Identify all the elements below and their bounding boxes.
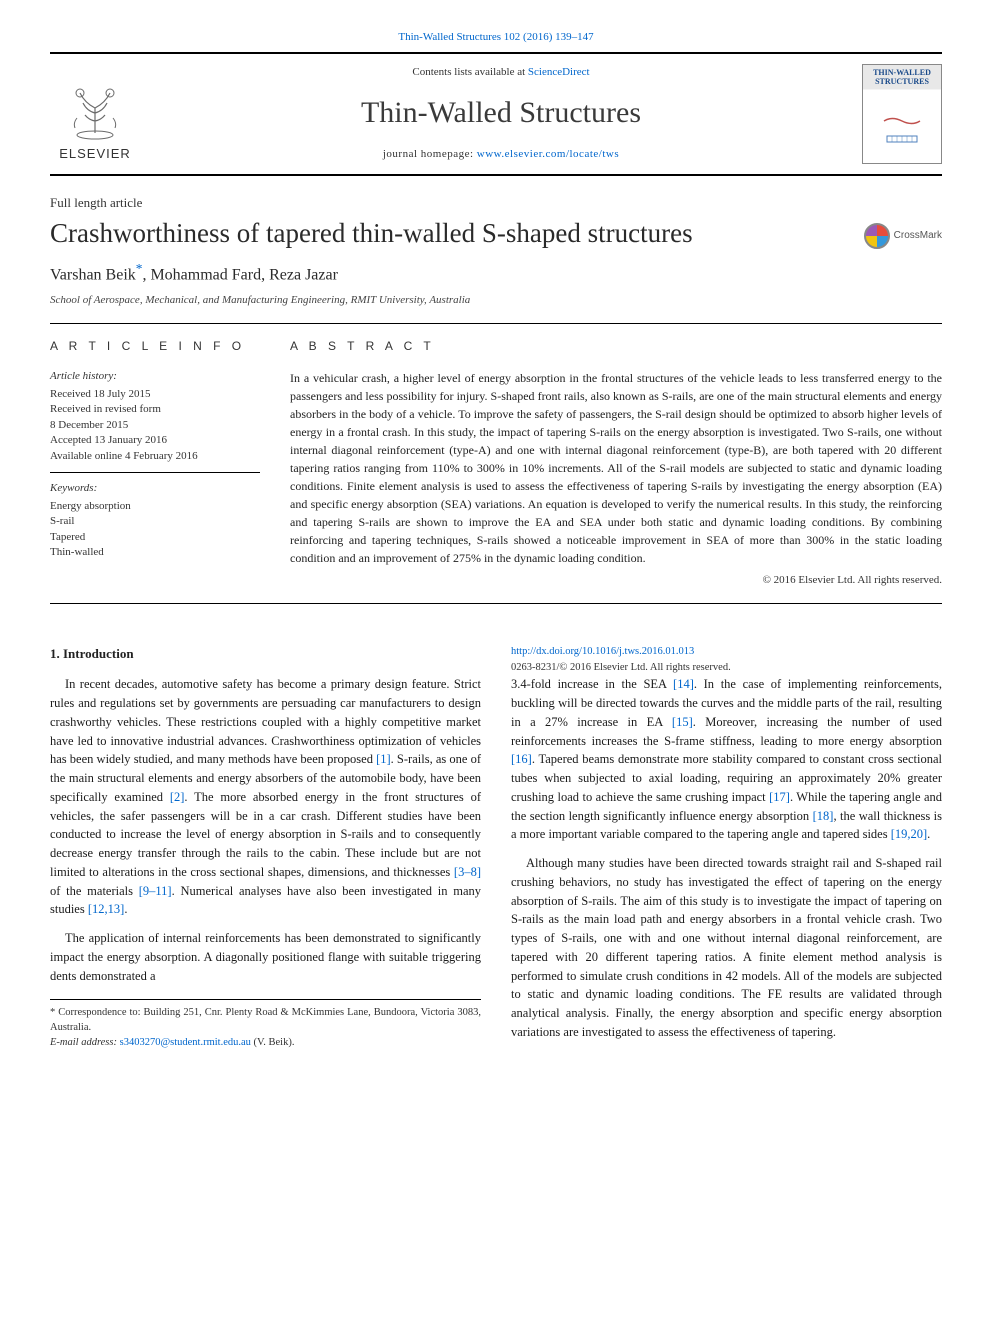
abstract-copyright: © 2016 Elsevier Ltd. All rights reserved…	[290, 573, 942, 589]
author-1: Varshan Beik	[50, 267, 136, 284]
history-received: Received 18 July 2015	[50, 387, 260, 402]
body-paragraph: In recent decades, automotive safety has…	[50, 675, 481, 919]
citation-link[interactable]: [3–8]	[454, 865, 481, 879]
abstract-text: In a vehicular crash, a higher level of …	[290, 369, 942, 567]
citation-link[interactable]: [18]	[813, 809, 834, 823]
body-paragraph: The application of internal reinforcemen…	[50, 929, 481, 985]
elsevier-logo: ELSEVIER	[50, 64, 140, 164]
info-abstract-block: A R T I C L E I N F O Article history: R…	[50, 323, 942, 604]
email-label: E-mail address:	[50, 1037, 120, 1048]
keyword: Thin-walled	[50, 545, 260, 560]
keyword: Tapered	[50, 530, 260, 545]
masthead-center: Contents lists available at ScienceDirec…	[140, 65, 862, 162]
citation-link[interactable]: [15]	[672, 715, 693, 729]
crossmark-badge[interactable]: CrossMark	[864, 223, 942, 249]
article-title: Crashworthiness of tapered thin-walled S…	[50, 217, 693, 249]
crossmark-label: CrossMark	[894, 229, 942, 244]
issn-copyright: 0263-8231/© 2016 Elsevier Ltd. All right…	[511, 660, 942, 676]
authors: Varshan Beik*, Mohammad Fard, Reza Jazar	[50, 259, 942, 287]
cover-graphic-icon	[882, 132, 922, 146]
homepage-prefix: journal homepage:	[383, 148, 477, 160]
journal-title: Thin-Walled Structures	[140, 91, 862, 135]
citation-link[interactable]: [17]	[769, 790, 790, 804]
article-body: 1. Introduction In recent decades, autom…	[50, 644, 942, 1055]
article-info-heading: A R T I C L E I N F O	[50, 338, 260, 355]
correspondence-note: * Correspondence to: Building 251, Cnr. …	[50, 1006, 481, 1035]
keyword: S-rail	[50, 514, 260, 529]
section-heading-introduction: 1. Introduction	[50, 644, 481, 664]
homepage-line: journal homepage: www.elsevier.com/locat…	[140, 147, 862, 163]
authors-rest: , Mohammad Fard, Reza Jazar	[142, 267, 337, 284]
history-revised-2: 8 December 2015	[50, 418, 260, 433]
keywords-label: Keywords:	[50, 481, 260, 497]
keywords-block: Keywords: Energy absorption S-rail Taper…	[50, 481, 260, 561]
article-info: A R T I C L E I N F O Article history: R…	[50, 338, 260, 589]
footnote-block: * Correspondence to: Building 251, Cnr. …	[50, 999, 481, 1050]
body-text: of the materials	[50, 884, 139, 898]
elsevier-tree-icon	[55, 73, 135, 143]
citation-link[interactable]: [16]	[511, 752, 532, 766]
body-text: .	[927, 827, 930, 841]
masthead: ELSEVIER Contents lists available at Sci…	[50, 52, 942, 176]
cover-title: THIN-WALLED STRUCTURES	[867, 69, 937, 87]
citation-link[interactable]: [14]	[673, 677, 694, 691]
email-suffix: (V. Beik).	[251, 1037, 295, 1048]
email-link[interactable]: s3403270@student.rmit.edu.au	[120, 1037, 251, 1048]
abstract: A B S T R A C T In a vehicular crash, a …	[290, 338, 942, 589]
history-revised-1: Received in revised form	[50, 402, 260, 417]
article-type: Full length article	[50, 194, 942, 213]
contents-prefix: Contents lists available at	[412, 66, 527, 78]
citation-link[interactable]: [2]	[170, 790, 185, 804]
history-accepted: Accepted 13 January 2016	[50, 433, 260, 448]
elsevier-wordmark: ELSEVIER	[59, 145, 131, 164]
contents-line: Contents lists available at ScienceDirec…	[140, 65, 862, 81]
history-label: Article history:	[50, 369, 260, 385]
homepage-link[interactable]: www.elsevier.com/locate/tws	[477, 148, 619, 160]
body-paragraph: Although many studies have been directed…	[511, 854, 942, 1042]
cover-body	[867, 101, 937, 159]
journal-cover-thumbnail: THIN-WALLED STRUCTURES	[862, 64, 942, 164]
affiliation: School of Aerospace, Mechanical, and Man…	[50, 293, 942, 309]
citation-link[interactable]: [12,13]	[88, 902, 124, 916]
keyword: Energy absorption	[50, 499, 260, 514]
cover-graphic-icon	[882, 114, 922, 128]
body-text: .	[124, 902, 127, 916]
crossmark-icon	[864, 223, 890, 249]
history-online: Available online 4 February 2016	[50, 449, 260, 464]
email-line: E-mail address: s3403270@student.rmit.ed…	[50, 1036, 481, 1051]
sciencedirect-link[interactable]: ScienceDirect	[528, 66, 590, 78]
citation-link[interactable]: [9–11]	[139, 884, 172, 898]
article-history: Article history: Received 18 July 2015 R…	[50, 369, 260, 473]
citation-link[interactable]: [19,20]	[891, 827, 927, 841]
doi-link[interactable]: http://dx.doi.org/10.1016/j.tws.2016.01.…	[511, 646, 694, 657]
abstract-heading: A B S T R A C T	[290, 338, 942, 355]
body-text: 3.4-fold increase in the SEA	[511, 677, 673, 691]
doi-block: http://dx.doi.org/10.1016/j.tws.2016.01.…	[511, 644, 942, 676]
citation-link[interactable]: [1]	[376, 752, 391, 766]
body-paragraph: 3.4-fold increase in the SEA [14]. In th…	[511, 675, 942, 844]
journal-citation[interactable]: Thin-Walled Structures 102 (2016) 139–14…	[50, 30, 942, 46]
body-text: The application of internal reinforcemen…	[50, 931, 481, 983]
